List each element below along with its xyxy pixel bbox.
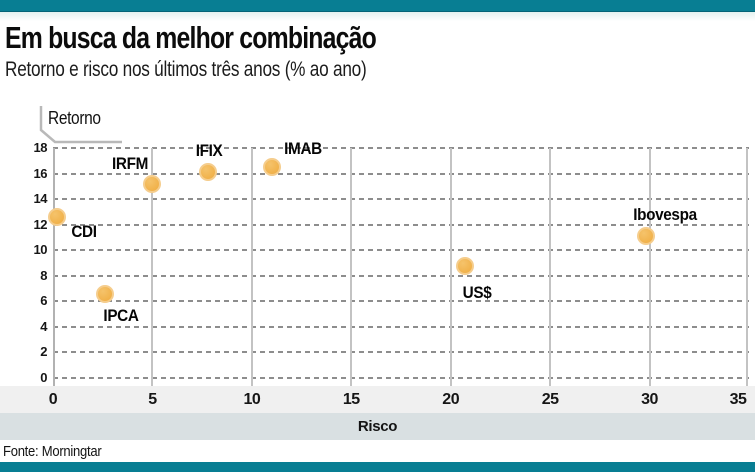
y-tick-label: 12 [33,216,48,232]
gridline-h-2 [53,351,749,354]
y-tick-label: 8 [40,267,47,283]
y-tick-label: 10 [33,242,48,258]
x-tick-label: 5 [148,391,157,408]
gridline-h-12 [53,223,749,226]
x-axis-tick-band [0,386,755,413]
y-tick-label: 18 [33,140,48,155]
chart-subtitle: Retorno e risco nos últimos três anos (%… [5,58,367,81]
data-point-Ibovespa [636,227,655,246]
gridline-h-6 [53,300,749,303]
gridline-v-5 [151,148,154,386]
data-point-IMAB [262,158,281,177]
y-tick-label: 14 [33,191,48,207]
gridline-v-35 [746,148,748,386]
data-point-IFIX [199,163,218,182]
x-axis-title: Risco [357,418,398,435]
x-tick-label: 35 [729,391,747,408]
data-point-label-CDI: CDI [71,222,97,241]
y-tick-label: 0 [40,370,47,385]
data-point-US$ [455,256,474,275]
bottom-accent-bar [0,462,755,472]
x-tick-label: 15 [342,391,360,408]
gridline-h-4 [53,325,749,328]
data-point-label-IFIX: IFIX [195,141,223,161]
gridline-v-10 [250,148,253,386]
x-tick-label: 30 [641,391,658,408]
page-title: Em busca da melhor combinação [5,20,377,55]
y-tick-label: 16 [33,165,48,181]
data-point-label-Ibovespa: Ibovespa [632,205,697,225]
gridline-h-14 [53,198,749,201]
data-point-IRFM [143,174,162,193]
gridline-h-0 [53,377,749,379]
plot-area: CDI IPCA IRFM IFIX IMAB US$ Ibovespa [47,139,749,386]
gridline-h-10 [53,249,749,252]
data-point-CDI [47,208,66,226]
x-tick-label: 20 [442,391,460,408]
y-tick-label: 4 [40,318,47,334]
data-point-label-IMAB: IMAB [283,139,322,159]
y-axis-callout-line [39,106,122,144]
x-tick-label: 10 [243,391,261,408]
top-accent-fade [0,12,755,21]
gridline-h-16 [53,172,749,175]
gridline-v-15 [350,148,353,386]
data-point-label-IRFM: IRFM [112,153,149,173]
x-tick-label: 0 [48,391,58,408]
y-tick-label: 6 [40,293,47,309]
gridline-v-25 [549,148,552,386]
source-note: Fonte: Morningtar [3,444,102,460]
gridline-v-30 [648,148,651,386]
x-axis-title-band [0,413,755,440]
y-tick-label: 2 [40,344,47,360]
gridline-h-8 [53,274,749,277]
x-tick-label: 25 [541,391,559,408]
data-point-label-US$: US$ [462,282,491,302]
top-accent-bar [0,0,755,12]
y-axis-line [53,148,55,386]
y-axis-title: Retorno [48,108,101,128]
data-point-IPCA [95,284,114,303]
gridline-h-18 [53,147,749,149]
gridline-v-20 [449,148,452,386]
data-point-label-IPCA: IPCA [103,305,139,325]
